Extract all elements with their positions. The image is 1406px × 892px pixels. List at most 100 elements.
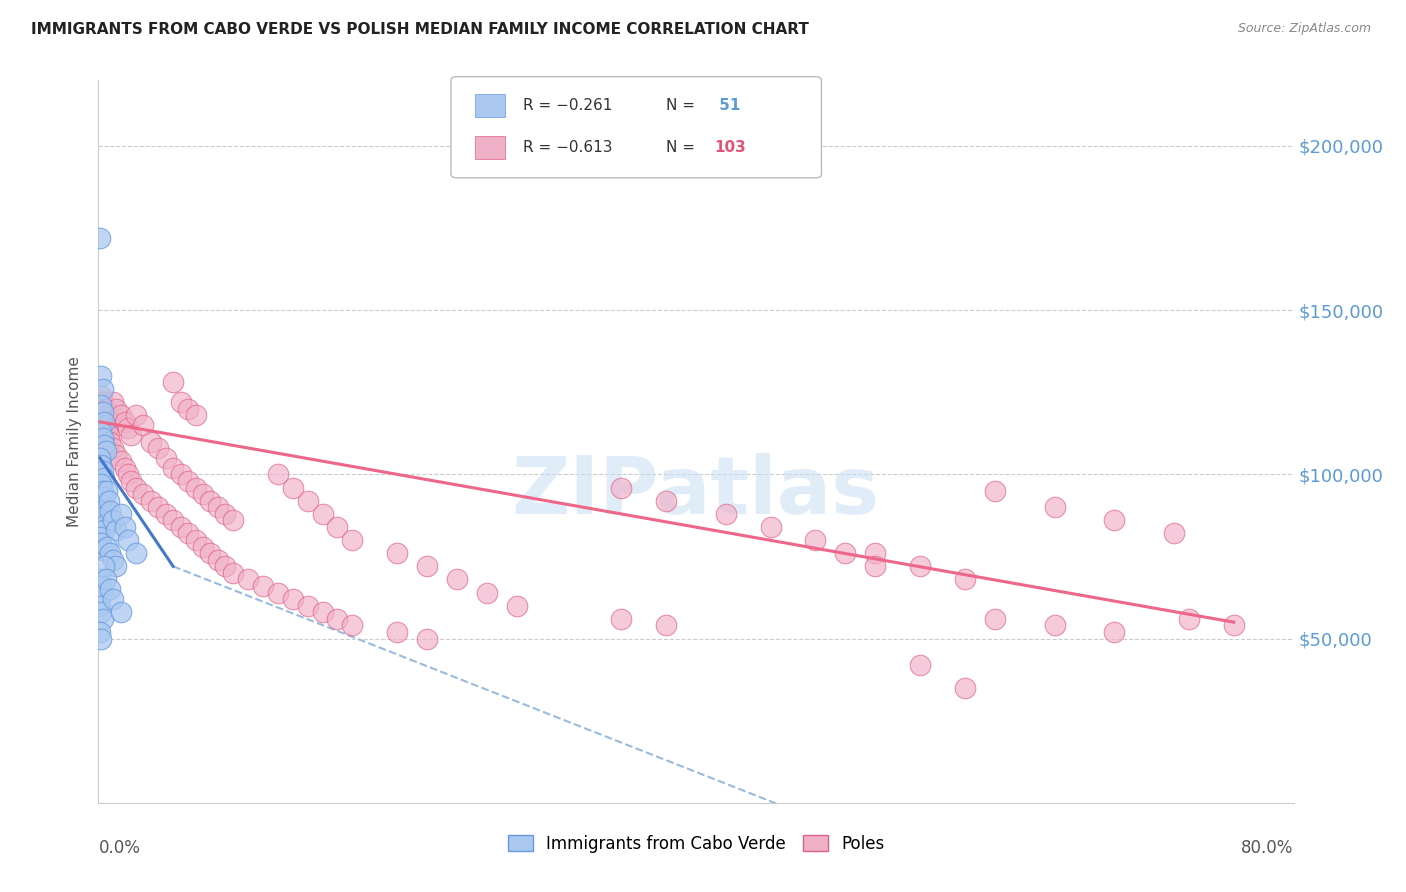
Point: [98, 582, 122, 597]
Text: N =: N =: [666, 140, 700, 155]
Point: [191, 487, 214, 501]
Text: 103: 103: [714, 140, 745, 155]
Point: [91, 395, 114, 409]
Point: [184, 481, 207, 495]
Bar: [475, 94, 505, 117]
Point: [297, 599, 319, 613]
Point: [326, 612, 349, 626]
Point: [281, 592, 304, 607]
Point: [655, 493, 678, 508]
Point: [132, 487, 155, 501]
Point: [94, 573, 117, 587]
Point: [90, 425, 112, 439]
Point: [1043, 618, 1066, 632]
Point: [214, 559, 236, 574]
Point: [385, 625, 409, 640]
Point: [297, 493, 319, 508]
Point: [94, 405, 117, 419]
Point: [90, 458, 112, 472]
Legend: Immigrants from Cabo Verde, Poles: Immigrants from Cabo Verde, Poles: [501, 828, 891, 860]
Point: [103, 592, 125, 607]
Point: [506, 599, 529, 613]
Point: [105, 448, 128, 462]
Text: N =: N =: [666, 98, 700, 113]
FancyBboxPatch shape: [451, 77, 821, 178]
Point: [162, 460, 184, 475]
Point: [90, 632, 112, 646]
Point: [89, 530, 111, 544]
Point: [91, 409, 114, 423]
Point: [222, 566, 245, 580]
Point: [103, 395, 125, 409]
Point: [103, 553, 125, 567]
Point: [91, 585, 114, 599]
Point: [110, 507, 132, 521]
Point: [1178, 612, 1201, 626]
Point: [125, 481, 148, 495]
Point: [90, 477, 112, 491]
Point: [103, 441, 125, 455]
Point: [110, 605, 132, 619]
Point: [93, 401, 115, 416]
Point: [89, 497, 111, 511]
Point: [148, 441, 170, 455]
Point: [91, 612, 114, 626]
Point: [162, 513, 184, 527]
Point: [98, 434, 122, 449]
Point: [125, 409, 148, 423]
Point: [281, 481, 304, 495]
Point: [93, 491, 115, 505]
Point: [385, 546, 409, 560]
Point: [984, 612, 1007, 626]
Point: [148, 500, 170, 515]
Point: [110, 454, 132, 468]
Point: [311, 605, 333, 619]
Point: [91, 405, 114, 419]
Point: [94, 516, 117, 531]
Point: [200, 493, 222, 508]
Point: [865, 559, 887, 574]
Point: [177, 474, 200, 488]
Point: [91, 464, 114, 478]
Point: [90, 398, 112, 412]
Point: [91, 483, 114, 498]
Point: [114, 520, 136, 534]
Point: [416, 632, 439, 646]
Point: [207, 500, 229, 515]
Point: [90, 368, 112, 383]
Point: [93, 471, 115, 485]
Point: [93, 411, 115, 425]
Point: [93, 523, 115, 537]
Point: [90, 605, 112, 619]
Point: [90, 388, 112, 402]
Point: [759, 520, 782, 534]
Point: [105, 401, 128, 416]
Point: [98, 503, 122, 517]
Point: [1223, 618, 1246, 632]
Point: [267, 467, 290, 482]
Point: [139, 493, 162, 508]
Point: [184, 409, 207, 423]
Point: [804, 533, 827, 547]
Point: [90, 579, 112, 593]
Point: [177, 526, 200, 541]
Point: [96, 421, 118, 435]
Point: [117, 533, 139, 547]
Point: [120, 474, 142, 488]
Point: [117, 467, 139, 482]
Point: [114, 415, 136, 429]
Y-axis label: Median Family Income: Median Family Income: [67, 356, 83, 527]
Point: [953, 573, 976, 587]
Point: [984, 483, 1007, 498]
Point: [89, 625, 111, 640]
Point: [97, 428, 120, 442]
Text: IMMIGRANTS FROM CABO VERDE VS POLISH MEDIAN FAMILY INCOME CORRELATION CHART: IMMIGRANTS FROM CABO VERDE VS POLISH MED…: [31, 22, 808, 37]
Text: R = −0.261: R = −0.261: [523, 98, 612, 113]
Point: [475, 585, 498, 599]
Point: [342, 618, 364, 632]
Point: [169, 520, 191, 534]
Point: [169, 395, 191, 409]
Text: 0.0%: 0.0%: [98, 838, 141, 857]
Point: [1104, 625, 1126, 640]
Point: [93, 438, 115, 452]
